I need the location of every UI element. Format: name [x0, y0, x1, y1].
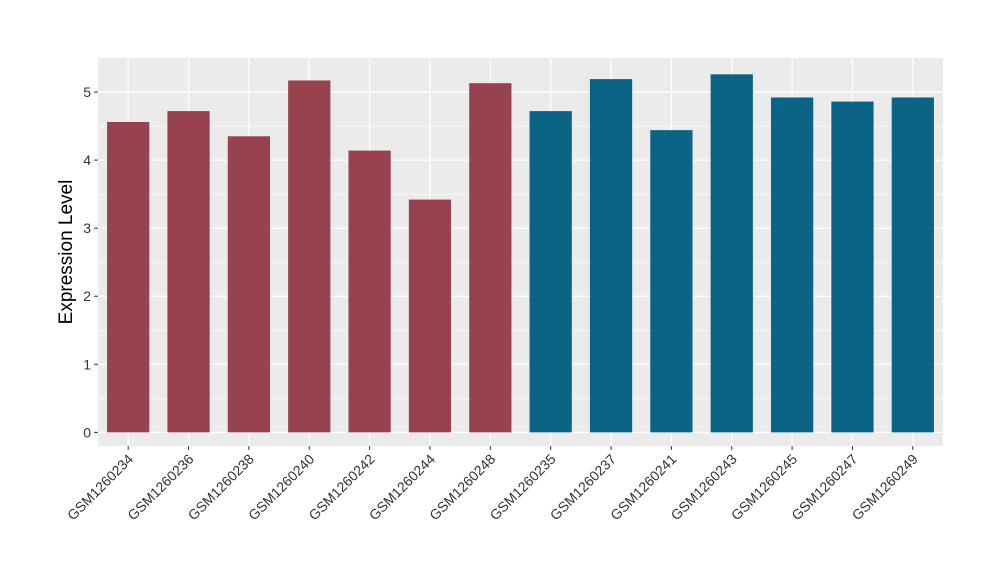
bar	[891, 97, 934, 433]
bar	[469, 83, 512, 433]
y-axis: 0 1 2 3 4 5	[83, 84, 98, 440]
bar	[227, 136, 271, 433]
bar	[831, 101, 874, 433]
y-tick-label: 0	[83, 424, 91, 440]
y-axis-title: Expression Level	[56, 180, 77, 325]
y-tick-label: 4	[83, 152, 91, 168]
bars	[107, 74, 934, 433]
y-tick-label: 3	[83, 220, 91, 236]
x-axis: GSM1260234GSM1260236GSM1260238GSM1260240…	[64, 446, 921, 523]
bar	[167, 111, 210, 433]
bar	[529, 111, 572, 433]
bar	[650, 130, 693, 433]
bar	[589, 79, 633, 433]
bar	[288, 80, 331, 433]
bar	[770, 97, 814, 433]
bar	[107, 121, 150, 433]
y-tick-label: 2	[83, 288, 91, 304]
bar	[408, 199, 452, 433]
bar	[348, 150, 391, 433]
bar	[710, 74, 753, 433]
y-tick-label: 1	[83, 356, 91, 372]
plot-panel	[98, 58, 943, 446]
y-tick-label: 5	[83, 84, 91, 100]
